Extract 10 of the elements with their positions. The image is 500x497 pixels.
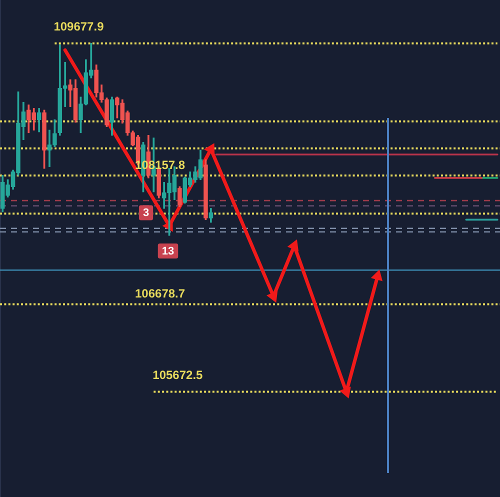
data-label: 105672.5 [152,368,204,382]
point [266,290,278,303]
point [204,143,215,156]
annotation: 3 [142,207,150,220]
annotation: 13 [162,246,174,258]
point [339,386,351,399]
point [287,239,299,252]
point [370,269,383,282]
ref-line-label: 106678.7 [135,286,186,301]
data-label: 109677.9 [54,20,104,34]
